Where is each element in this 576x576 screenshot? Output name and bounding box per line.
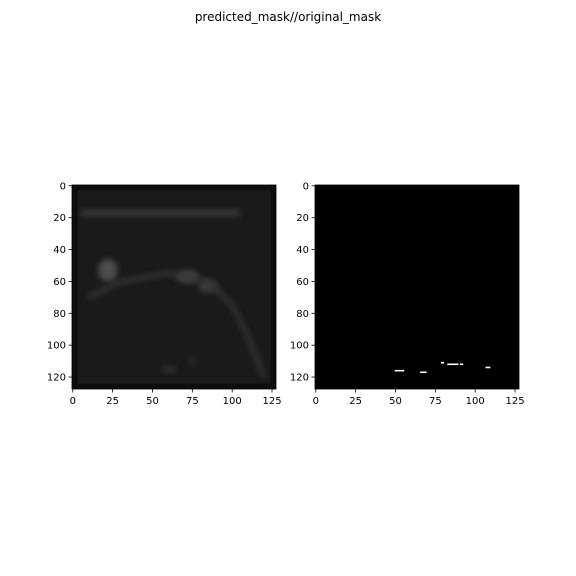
x-tick-label: 125 — [505, 396, 524, 407]
image-curve — [87, 270, 267, 378]
y-tick-label: 120 — [47, 373, 66, 384]
x-tick-label: 75 — [186, 396, 199, 407]
image-background — [315, 185, 519, 389]
image-band — [80, 209, 241, 217]
x-tick-label: 75 — [429, 396, 442, 407]
original-mask-image — [315, 185, 519, 389]
y-tick-label: 40 — [296, 245, 309, 256]
image-blob — [160, 365, 177, 373]
original-axes-frame — [314, 184, 520, 390]
predicted-axes-frame — [71, 184, 277, 390]
y-tick-label: 20 — [296, 213, 309, 224]
x-tick-label: 100 — [466, 396, 485, 407]
image-blob — [187, 357, 198, 365]
y-tick-label: 40 — [53, 245, 66, 256]
mask-segment — [447, 363, 459, 366]
y-tick-label: 0 — [60, 181, 66, 192]
y-tick-label: 100 — [47, 341, 66, 352]
predicted-mask-axes: 0 25 50 75 100 125 0 20 40 60 80 100 120 — [47, 181, 282, 407]
x-tick-label: 125 — [262, 396, 281, 407]
mask-segment — [440, 361, 445, 364]
mask-segment — [394, 369, 405, 372]
image-border-artifact — [72, 185, 276, 389]
x-tick-label: 0 — [313, 396, 319, 407]
x-tick-label: 25 — [349, 396, 362, 407]
y-tick-label: 60 — [53, 277, 66, 288]
x-tick-label: 25 — [106, 396, 119, 407]
y-tick-label: 100 — [290, 341, 309, 352]
x-tick-label: 50 — [389, 396, 402, 407]
image-blob — [98, 259, 118, 282]
y-tick-label: 0 — [303, 181, 309, 192]
original-mask-axes: 0 25 50 75 100 125 0 20 40 60 80 100 120 — [290, 181, 525, 407]
mask-segment — [460, 363, 464, 366]
mask-segment — [420, 371, 427, 374]
y-tick-label: 120 — [290, 373, 309, 384]
x-tick-label: 0 — [70, 396, 76, 407]
y-tick-label: 20 — [53, 213, 66, 224]
predicted-mask-image — [72, 185, 276, 389]
figure-suptitle: predicted_mask//original_mask — [194, 10, 382, 24]
x-tick-label: 100 — [223, 396, 242, 407]
x-tick-label: 50 — [146, 396, 159, 407]
y-tick-label: 60 — [296, 277, 309, 288]
y-tick-label: 80 — [296, 309, 309, 320]
y-tick-label: 80 — [53, 309, 66, 320]
mask-segment — [485, 366, 491, 369]
